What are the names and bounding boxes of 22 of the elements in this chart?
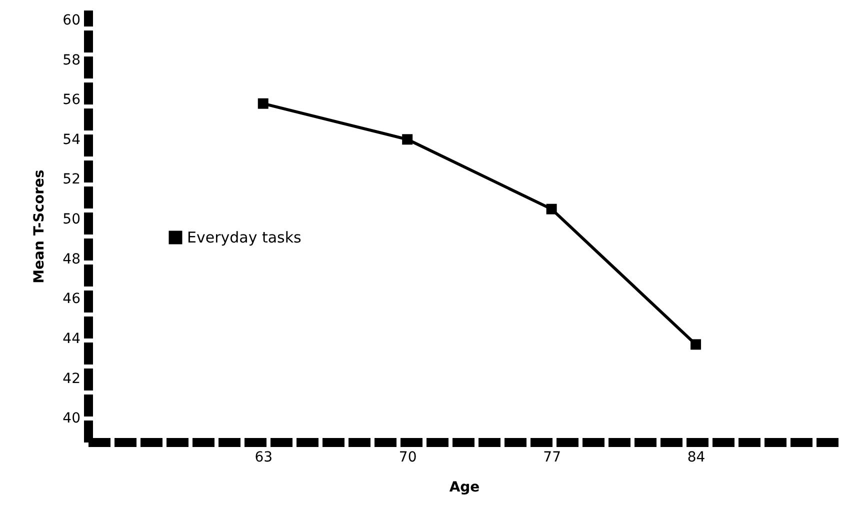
- point: [258, 98, 268, 109]
- y-axis-title: Mean T-Scores: [32, 170, 48, 284]
- point: [402, 134, 413, 145]
- x-axis-title: Age: [449, 480, 480, 496]
- x-tick-label: 77: [543, 450, 561, 466]
- x-tick-label: 84: [687, 450, 706, 466]
- y-tick-label: 58: [62, 52, 80, 68]
- y-tick-label: 40: [62, 410, 80, 427]
- y-tick-label: 56: [62, 92, 81, 108]
- x-tick-label: 70: [398, 450, 417, 466]
- y-tick-label: 48: [62, 251, 80, 268]
- y-tick-label: 50: [62, 212, 80, 228]
- y-tick-label: 60: [62, 12, 80, 28]
- y-tick-label: 52: [62, 172, 80, 188]
- y-tick-label: 46: [62, 291, 81, 308]
- x-tick-label: 63: [254, 450, 273, 466]
- y-tick-label: 54: [62, 132, 81, 148]
- legend-label: Everyday tasks: [187, 228, 302, 246]
- point: [690, 339, 702, 350]
- point: [546, 204, 557, 214]
- y-tick-label: 42: [62, 370, 80, 387]
- y-tick-label: 44: [62, 330, 81, 347]
